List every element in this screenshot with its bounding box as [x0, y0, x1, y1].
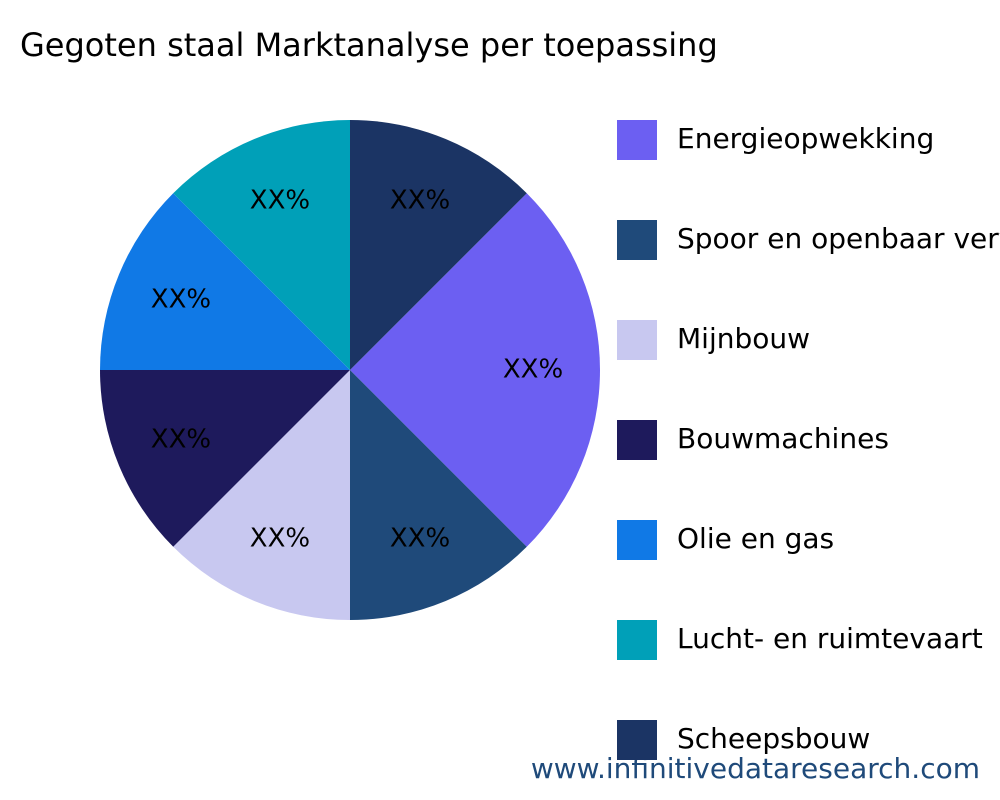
watermark: www.infinitivedataresearch.com	[531, 752, 980, 785]
legend-swatch	[617, 720, 657, 760]
legend-swatch	[617, 520, 657, 560]
data-label: XX%	[390, 185, 450, 215]
pie-slice	[350, 370, 527, 620]
legend-swatch	[617, 420, 657, 460]
legend-label: Lucht- en ruimtevaart	[677, 622, 983, 655]
data-label: XX%	[250, 524, 310, 554]
chart-title: Gegoten staal Marktanalyse per toepassin…	[20, 26, 718, 64]
data-label: XX%	[151, 425, 211, 455]
data-label: XX%	[390, 524, 450, 554]
legend-label: Bouwmachines	[677, 422, 889, 455]
pie-slice	[173, 370, 350, 620]
pie-slice	[350, 120, 527, 370]
legend-label: Spoor en openbaar vervoer	[677, 222, 1000, 255]
legend-swatch	[617, 120, 657, 160]
legend-label: Mijnbouw	[677, 322, 810, 355]
legend-swatch	[617, 220, 657, 260]
legend-label: Olie en gas	[677, 522, 834, 555]
pie-slice	[350, 193, 600, 547]
legend-label: Scheepsbouw	[677, 722, 870, 755]
pie-slice	[100, 370, 350, 547]
pie-slice	[100, 193, 350, 370]
legend-label: Energieopwekking	[677, 122, 934, 155]
data-label: XX%	[250, 185, 310, 215]
data-label: XX%	[151, 284, 211, 314]
legend-swatch	[617, 620, 657, 660]
data-label: XX%	[503, 355, 563, 385]
pie-slice	[173, 120, 350, 370]
legend-swatch	[617, 320, 657, 360]
